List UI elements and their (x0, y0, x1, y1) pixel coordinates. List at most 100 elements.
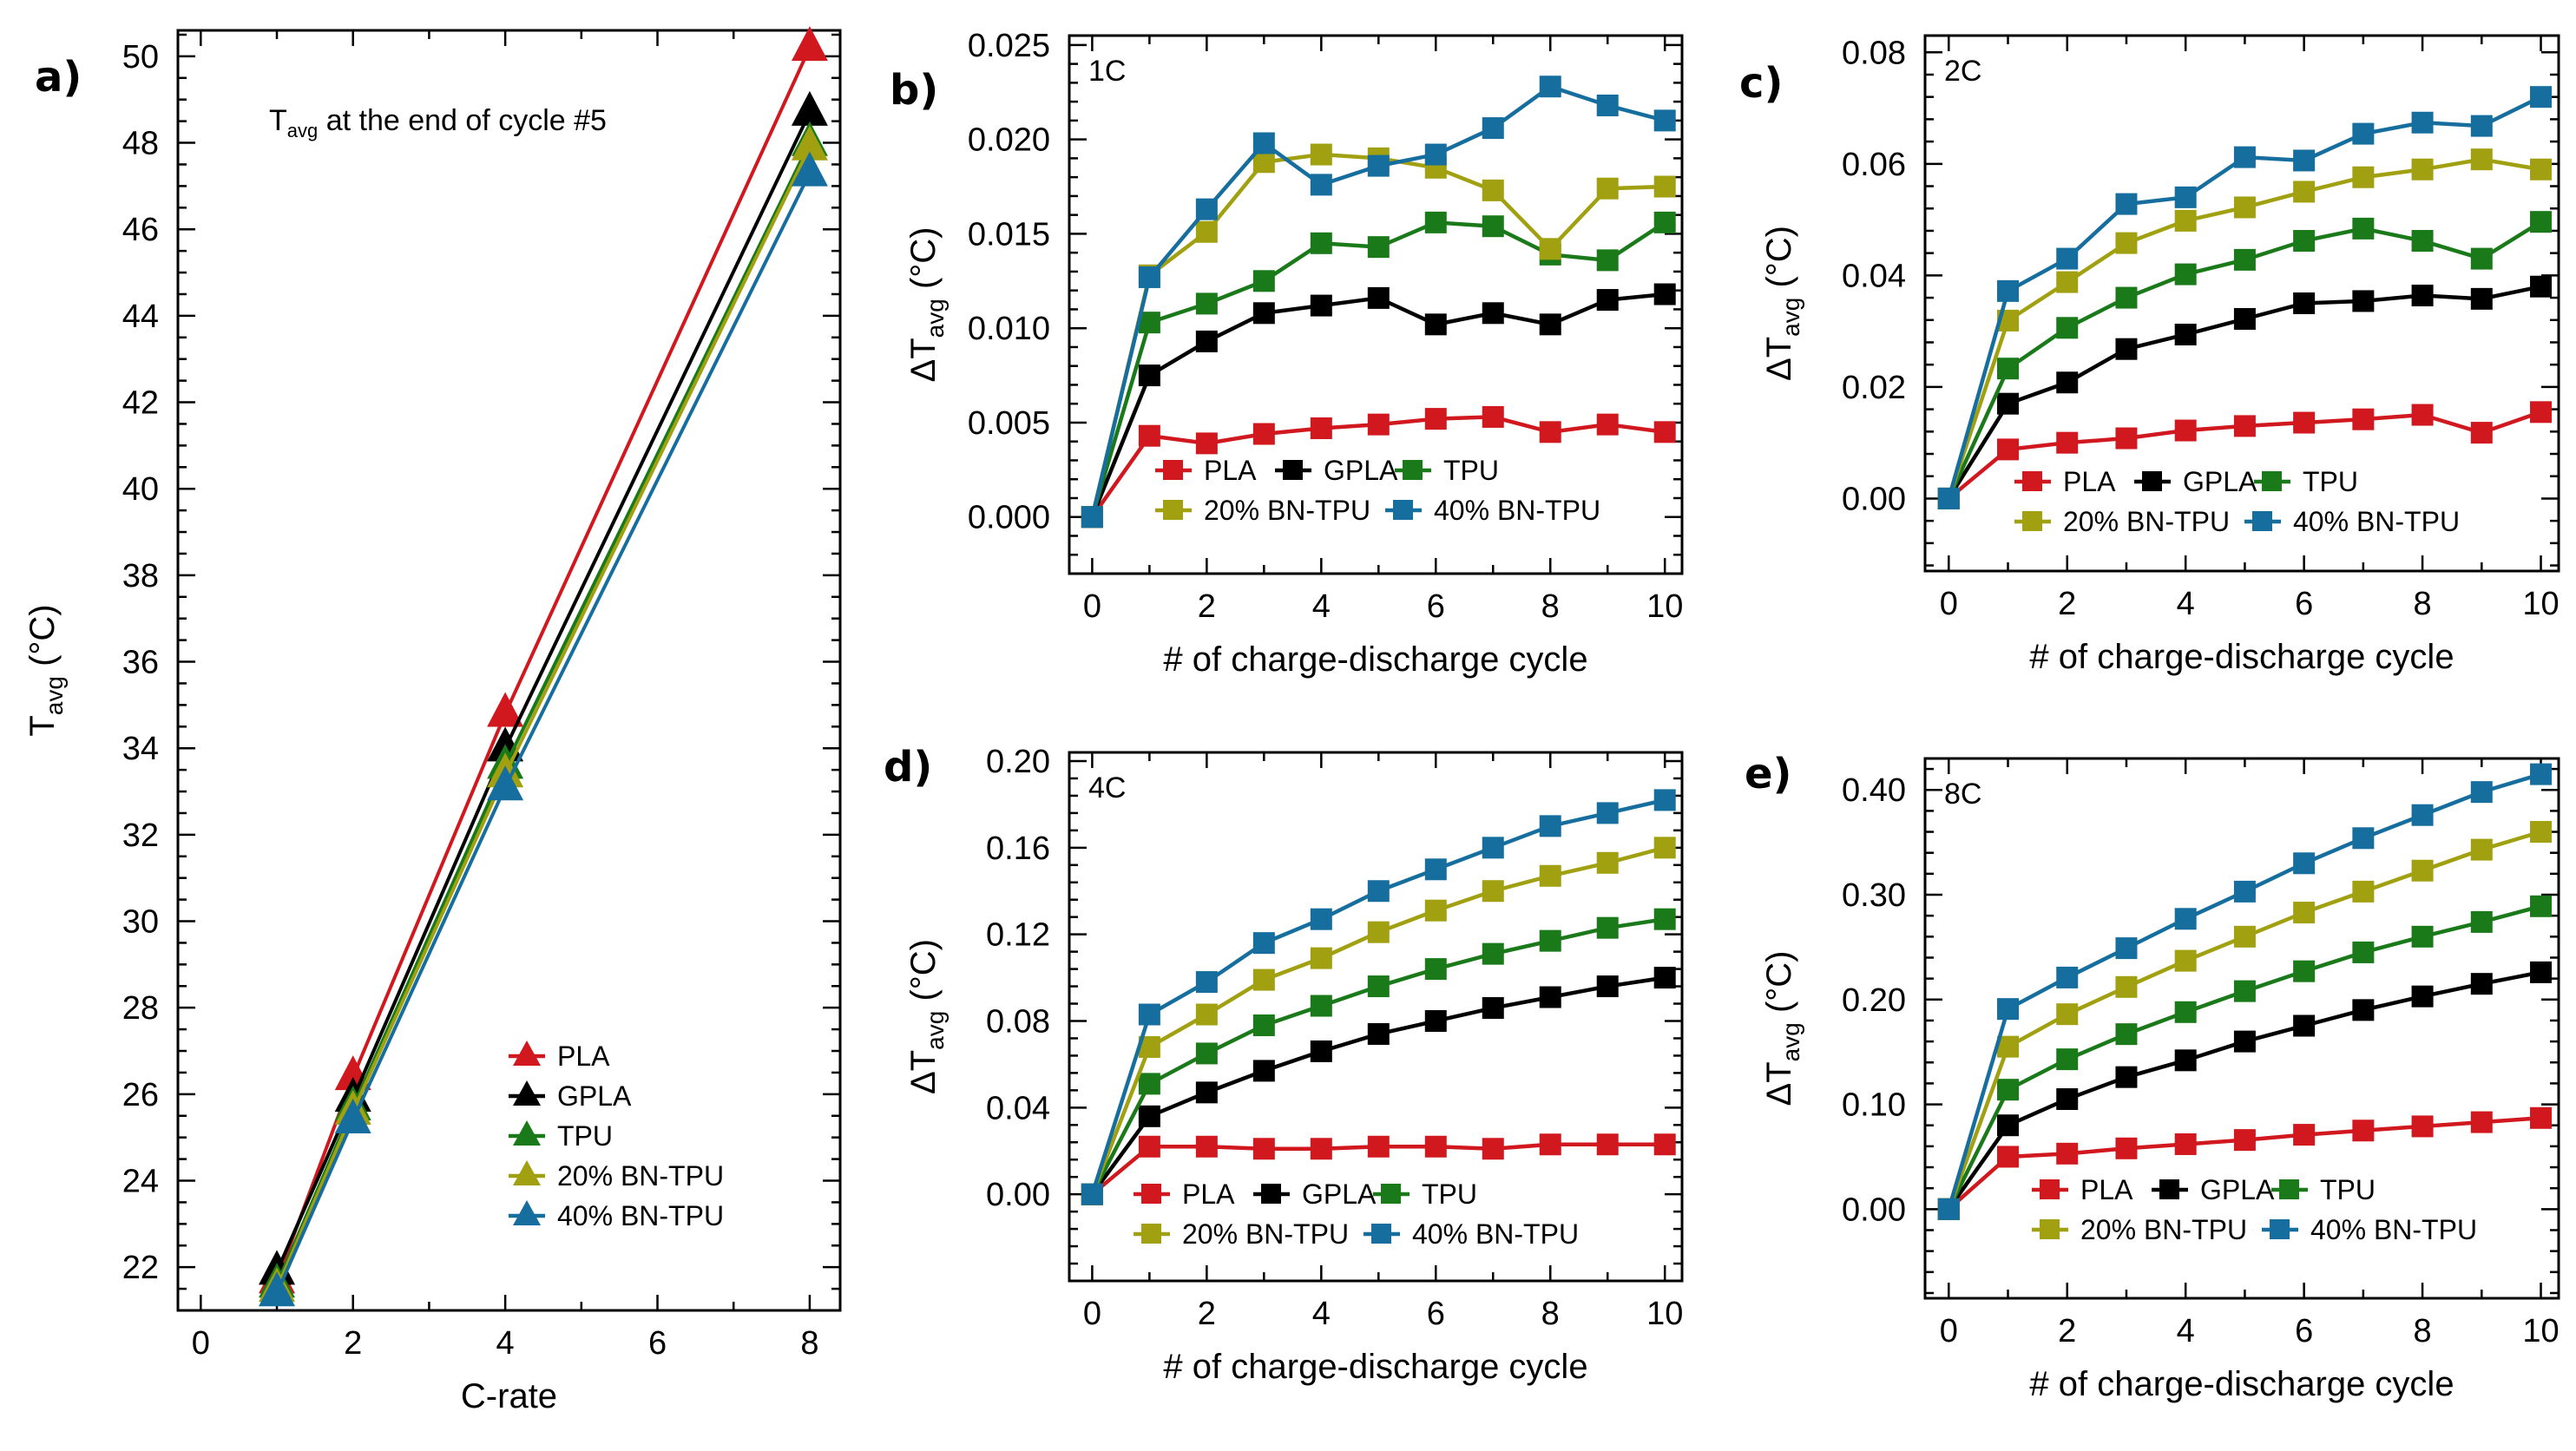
legend-label: PLA (1182, 1179, 1235, 1210)
data-point (1997, 1146, 2020, 1168)
annotation-rest: at the end of cycle #5 (318, 104, 607, 137)
y-axis-label: ΔTavg (°C) (1760, 226, 1804, 381)
data-point (2470, 838, 2493, 861)
data-point (2174, 1133, 2197, 1155)
legend-marker (1393, 500, 1413, 520)
data-point (2411, 859, 2434, 882)
data-point (1252, 1060, 1275, 1082)
data-point (2530, 158, 2553, 181)
data-point (487, 765, 524, 801)
y-tick-label: 34 (122, 731, 159, 767)
y-tick-label: 32 (122, 817, 159, 854)
series-40-bn-tpu (1937, 86, 2553, 509)
y-axis-label-main: ΔT (1760, 337, 1798, 381)
data-point (1596, 177, 1619, 200)
data-point (1252, 302, 1275, 325)
x-tick-label: 0 (1940, 586, 1958, 622)
data-point (2470, 287, 2493, 310)
data-point (1138, 424, 1160, 447)
data-point (2233, 415, 2256, 437)
series-pla (1937, 1106, 2553, 1220)
x-axis-label: C-rate (461, 1377, 557, 1415)
data-point (2470, 148, 2493, 171)
data-point (2530, 86, 2553, 108)
data-point (2233, 248, 2256, 271)
data-point (1310, 1040, 1332, 1062)
y-tick-label: 44 (122, 299, 159, 335)
y-tick-label: 0.08 (986, 1003, 1050, 1040)
series-20-bn-tpu (1081, 837, 1676, 1205)
data-point (2293, 902, 2316, 924)
legend: PLA GPLA TPU 20% BN-TPU 40% BN-TPU (1134, 1179, 1579, 1250)
data-point (1310, 908, 1332, 930)
plot-frame (1068, 751, 1684, 1283)
legend-label: GPLA (2183, 466, 2257, 497)
data-point (2530, 401, 2553, 423)
data-point (1310, 417, 1332, 439)
data-point (2411, 158, 2434, 181)
data-point (2233, 307, 2256, 330)
data-point (2352, 999, 2375, 1021)
data-point (2115, 193, 2138, 215)
x-tick-label: 10 (2522, 586, 2559, 622)
y-tick-label: 0.02 (1842, 370, 1906, 406)
data-point (791, 151, 828, 187)
data-point (1653, 211, 1676, 233)
series-40-bn-tpu (1081, 789, 1676, 1205)
data-point (1596, 802, 1619, 824)
y-tick-label: 0.005 (968, 405, 1050, 442)
data-point (1252, 423, 1275, 445)
annotation-sub: avg (287, 120, 318, 141)
x-tick-label: 2 (2058, 586, 2076, 622)
x-tick-label: 0 (1083, 588, 1101, 625)
data-point (2352, 408, 2375, 430)
legend-label: 20% BN-TPU (1182, 1218, 1349, 1250)
data-point (2056, 247, 2079, 270)
y-tick-label: 0.025 (968, 28, 1050, 64)
legend-marker (2040, 1179, 2060, 1199)
y-tick-label: 0.08 (1842, 35, 1906, 71)
data-point (1195, 1081, 1218, 1104)
data-point (1596, 916, 1619, 939)
legend-marker (2022, 471, 2042, 491)
x-tick-label: 4 (496, 1325, 515, 1362)
series-gpla (1081, 283, 1676, 529)
legend-label: GPLA (557, 1080, 632, 1112)
series-40-bn-tpu (1081, 76, 1676, 529)
data-point (1424, 143, 1447, 166)
data-point (1367, 154, 1390, 177)
panel-c: 0 2 4 6 8 10 0.00 0.02 0.04 0.06 0.08 c) # of charge… (1739, 34, 2560, 676)
data-point (1367, 921, 1390, 943)
series-gpla (1937, 275, 2553, 509)
x-tick-label: 8 (1541, 588, 1560, 625)
data-point (1653, 967, 1676, 989)
data-point (2233, 980, 2256, 1002)
y-axis-label: Tavg (°C) (23, 604, 68, 736)
data-point (2056, 317, 2079, 339)
data-point (2056, 371, 2079, 394)
data-point (1653, 789, 1676, 811)
data-point (2530, 961, 2553, 983)
data-point (2352, 122, 2375, 145)
data-point (2293, 292, 2316, 314)
y-axis-label-sub: avg (922, 299, 949, 338)
data-point (2293, 1014, 2316, 1037)
data-point (1997, 998, 2020, 1021)
y-tick-label: 48 (122, 126, 159, 162)
data-point (1195, 1135, 1218, 1158)
legend-marker (2159, 1179, 2179, 1199)
data-point (1997, 438, 2020, 461)
legend-label: 20% BN-TPU (1204, 495, 1370, 526)
x-tick-label: 2 (2058, 1313, 2076, 1349)
data-point (1997, 358, 2020, 380)
x-axis-label: # of charge-discharge cycle (2029, 638, 2454, 676)
data-point (1138, 1003, 1160, 1026)
rate-label: 4C (1088, 771, 1126, 804)
data-point (1539, 986, 1561, 1008)
legend-label: 40% BN-TPU (2293, 506, 2460, 537)
panel-label: b) (890, 66, 938, 115)
data-point (2530, 763, 2553, 785)
legend-label: 20% BN-TPU (557, 1160, 724, 1192)
legend-label: TPU (2320, 1174, 2376, 1205)
